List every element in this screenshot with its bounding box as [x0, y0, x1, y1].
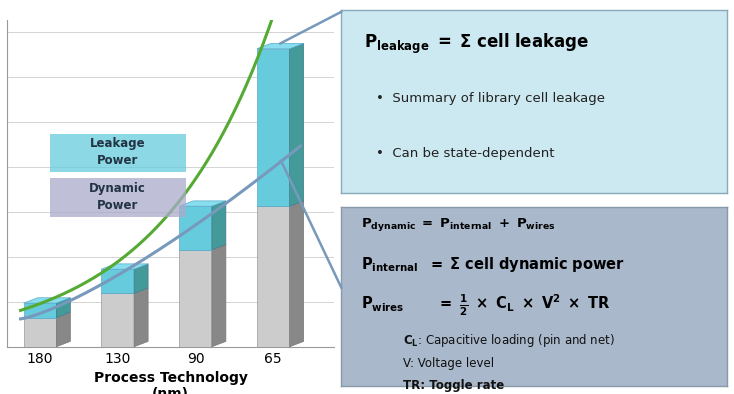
Polygon shape [134, 264, 148, 294]
FancyBboxPatch shape [50, 134, 186, 172]
Polygon shape [257, 49, 290, 206]
Polygon shape [212, 245, 226, 347]
Polygon shape [101, 288, 148, 294]
Polygon shape [257, 201, 304, 206]
Polygon shape [134, 288, 148, 347]
Polygon shape [179, 250, 212, 347]
FancyBboxPatch shape [50, 178, 186, 217]
X-axis label: Process Technology
(nm): Process Technology (nm) [94, 371, 247, 394]
Polygon shape [290, 201, 304, 347]
Text: •  Can be state-dependent: • Can be state-dependent [376, 147, 554, 160]
Text: $\mathbf{P}_{\mathbf{leakage}}\ \mathbf{=}\ \mathbf{\Sigma}\ \mathbf{cell\ leaka: $\mathbf{P}_{\mathbf{leakage}}\ \mathbf{… [364, 32, 589, 56]
Polygon shape [101, 264, 148, 269]
Polygon shape [101, 294, 134, 347]
Polygon shape [23, 318, 57, 347]
Text: $\mathbf{P_{wires}\ \ \ \ \ \ \ =\ \frac{1}{2}\ \times\ C_L\ \times\ V^2\ \times: $\mathbf{P_{wires}\ \ \ \ \ \ \ =\ \frac… [360, 293, 610, 318]
Polygon shape [101, 269, 134, 294]
Polygon shape [179, 201, 226, 206]
Polygon shape [57, 298, 70, 318]
Polygon shape [179, 206, 212, 250]
Polygon shape [290, 43, 304, 206]
Text: Dynamic
Power: Dynamic Power [90, 182, 146, 212]
Text: $\mathbf{C_L}$: Capacitive loading (pin and net): $\mathbf{C_L}$: Capacitive loading (pin … [403, 333, 615, 349]
Polygon shape [23, 312, 70, 318]
Text: V: Voltage level: V: Voltage level [403, 357, 494, 370]
Text: $\mathbf{P_{internal}\ \ =\ \Sigma\ cell\ dynamic\ power}$: $\mathbf{P_{internal}\ \ =\ \Sigma\ cell… [360, 255, 625, 274]
Polygon shape [23, 303, 57, 318]
Text: Leakage
Power: Leakage Power [90, 137, 145, 167]
Polygon shape [212, 201, 226, 250]
Text: TR: Toggle rate: TR: Toggle rate [403, 379, 504, 392]
Polygon shape [57, 312, 70, 347]
Text: •  Summary of library cell leakage: • Summary of library cell leakage [376, 92, 605, 105]
Polygon shape [257, 206, 290, 347]
Polygon shape [179, 245, 226, 250]
Polygon shape [23, 298, 70, 303]
Text: $\mathbf{P_{dynamic}\ =\ P_{internal}\ +\ P_{wires}}$: $\mathbf{P_{dynamic}\ =\ P_{internal}\ +… [360, 216, 555, 233]
Polygon shape [257, 43, 304, 49]
